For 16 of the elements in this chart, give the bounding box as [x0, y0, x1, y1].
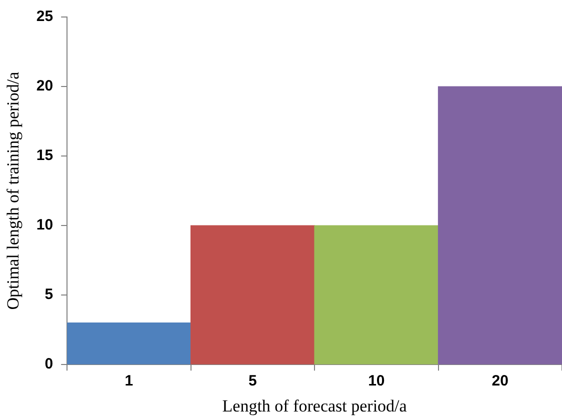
- bar: [438, 86, 562, 364]
- y-tick-label: 20: [36, 78, 54, 95]
- x-tick-label: 1: [124, 372, 134, 390]
- y-tick-label: 0: [44, 356, 54, 373]
- y-axis-title: Optimal length of training period/a: [4, 71, 23, 310]
- bar: [314, 225, 439, 364]
- y-tick-label: 10: [36, 216, 54, 234]
- y-tick-label: 25: [36, 8, 54, 26]
- bar: [190, 225, 315, 364]
- y-tick-label: 15: [36, 147, 54, 164]
- x-tick-label: 10: [368, 372, 385, 390]
- x-axis-title: Length of forecast period/a: [222, 396, 408, 416]
- x-tick-label: 5: [248, 372, 257, 390]
- y-tick-label: 5: [44, 286, 54, 304]
- x-tick-label: 20: [492, 372, 508, 390]
- bar: [67, 322, 192, 364]
